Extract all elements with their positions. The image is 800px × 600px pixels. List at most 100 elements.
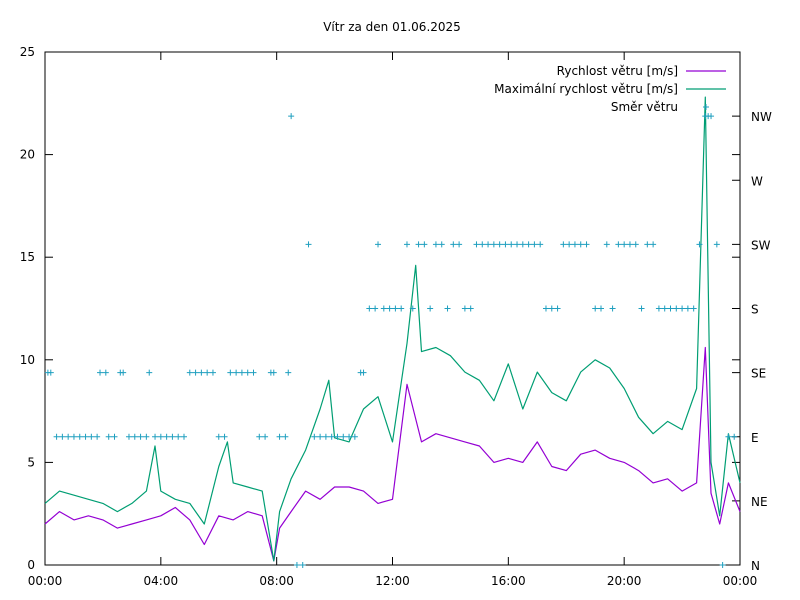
- y-tick-label: 20: [20, 148, 35, 162]
- direction-marker: [204, 369, 211, 376]
- direction-marker: [299, 562, 306, 568]
- direction-marker: [502, 241, 509, 248]
- direction-marker: [47, 369, 54, 376]
- direction-marker: [375, 241, 382, 248]
- direction-marker: [120, 369, 127, 376]
- x-tick-label: 16:00: [491, 574, 526, 588]
- direction-markers: [44, 113, 738, 568]
- direction-marker: [650, 241, 657, 248]
- direction-marker: [655, 305, 662, 312]
- direction-marker: [317, 433, 324, 440]
- legend: Rychlost větru [m/s] Maximální rychlost v…: [494, 64, 726, 114]
- y2-tick-label: N: [751, 559, 760, 573]
- direction-marker: [725, 433, 732, 440]
- direction-marker: [233, 369, 240, 376]
- direction-marker: [444, 305, 451, 312]
- y2-tick-label: S: [751, 303, 759, 317]
- y2-tick-label: SE: [751, 367, 766, 381]
- direction-marker: [157, 433, 164, 440]
- x-tick-label: 08:00: [259, 574, 294, 588]
- direction-marker: [609, 305, 616, 312]
- series-lines: [44, 96, 741, 562]
- direction-marker: [227, 369, 234, 376]
- y-tick-label: 15: [20, 250, 35, 264]
- direction-marker: [360, 369, 367, 376]
- direction-marker: [731, 433, 738, 440]
- direction-marker: [621, 241, 628, 248]
- chart-title: Vítr za den 01.06.2025: [323, 20, 461, 34]
- direction-marker: [542, 305, 549, 312]
- direction-marker: [485, 241, 492, 248]
- x-tick-label: 04:00: [144, 574, 179, 588]
- direction-marker: [560, 241, 567, 248]
- direction-marker: [632, 241, 639, 248]
- direction-marker: [626, 241, 633, 248]
- direction-marker: [398, 305, 405, 312]
- direction-marker: [244, 369, 251, 376]
- direction-marker: [366, 305, 373, 312]
- direction-marker: [554, 305, 561, 312]
- direction-marker: [708, 113, 715, 120]
- direction-marker: [351, 433, 358, 440]
- direction-marker: [143, 433, 150, 440]
- direction-marker: [479, 241, 486, 248]
- direction-marker: [97, 369, 104, 376]
- direction-marker: [82, 433, 89, 440]
- direction-marker: [713, 241, 720, 248]
- direction-marker: [432, 241, 439, 248]
- direction-marker: [146, 369, 153, 376]
- direction-marker: [105, 433, 112, 440]
- direction-marker: [638, 305, 645, 312]
- direction-marker: [131, 433, 138, 440]
- direction-marker: [334, 433, 341, 440]
- direction-marker: [88, 433, 95, 440]
- legend-label: Maximální rychlost větru [m/s]: [494, 82, 678, 96]
- direction-marker: [328, 433, 335, 440]
- direction-marker: [215, 433, 222, 440]
- direction-marker: [696, 241, 703, 248]
- direction-marker: [409, 305, 416, 312]
- direction-marker: [603, 241, 610, 248]
- direction-marker: [508, 241, 515, 248]
- series-line-2: [44, 96, 741, 562]
- direction-marker: [473, 241, 480, 248]
- direction-marker: [690, 305, 697, 312]
- direction-marker: [192, 369, 199, 376]
- direction-marker: [137, 433, 144, 440]
- direction-marker: [53, 433, 60, 440]
- direction-marker: [490, 241, 497, 248]
- direction-marker: [262, 433, 269, 440]
- direction-marker: [421, 241, 428, 248]
- direction-marker: [583, 241, 590, 248]
- series-line-1: [44, 346, 741, 562]
- y2-tick-label: W: [751, 174, 763, 188]
- direction-marker: [238, 369, 245, 376]
- direction-marker: [673, 305, 680, 312]
- direction-marker: [340, 433, 347, 440]
- direction-marker: [311, 433, 318, 440]
- direction-marker: [644, 241, 651, 248]
- direction-marker: [438, 241, 445, 248]
- direction-marker: [514, 241, 521, 248]
- direction-marker: [456, 241, 463, 248]
- direction-marker: [415, 241, 422, 248]
- direction-marker: [282, 433, 289, 440]
- direction-marker: [186, 369, 193, 376]
- direction-marker: [392, 305, 399, 312]
- direction-marker: [285, 369, 292, 376]
- direction-marker: [467, 305, 474, 312]
- direction-marker: [403, 241, 410, 248]
- direction-marker: [427, 305, 434, 312]
- direction-marker: [592, 305, 599, 312]
- y2-tick-label: E: [751, 431, 759, 445]
- direction-marker: [679, 305, 686, 312]
- x-tick-label: 00:00: [723, 574, 758, 588]
- direction-marker: [461, 305, 468, 312]
- y2-tick-label: SW: [751, 238, 771, 252]
- legend-label: Rychlost větru [m/s]: [557, 64, 678, 78]
- direction-marker: [661, 305, 668, 312]
- x-tick-label: 20:00: [607, 574, 642, 588]
- axes: 0 5 10 15 20 25 N NE E SE S SW W NW 00:00 04:00 08:00 12:…: [20, 45, 772, 588]
- y-tick-label: 10: [20, 353, 35, 367]
- direction-marker: [598, 305, 604, 312]
